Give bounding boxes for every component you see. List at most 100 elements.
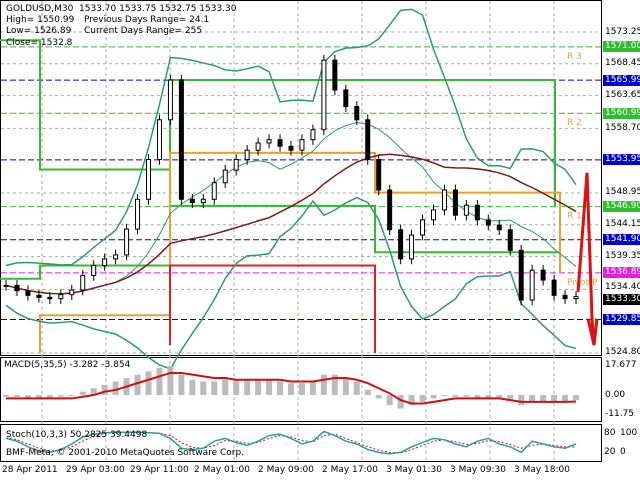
macd-bar bbox=[134, 374, 141, 396]
candle-body bbox=[58, 294, 64, 300]
price-tick: 1568.45 bbox=[605, 58, 640, 69]
macd-bar bbox=[485, 395, 492, 399]
macd-bar bbox=[441, 395, 448, 397]
macd-signal-line bbox=[6, 371, 577, 405]
level-label: 1546.90 bbox=[603, 201, 640, 213]
candle-body bbox=[409, 234, 415, 260]
level-label: 1536.89 bbox=[603, 267, 640, 279]
price-tick: 1544.15 bbox=[605, 219, 640, 230]
macd-bar bbox=[309, 381, 316, 396]
level-label: 1541.90 bbox=[603, 234, 640, 246]
macd-bar bbox=[200, 381, 207, 396]
candle-body bbox=[474, 204, 480, 221]
macd-bar bbox=[408, 395, 415, 406]
stoch-signal-line bbox=[5, 431, 577, 454]
candle-body bbox=[255, 142, 261, 151]
macd-tick: -11.75 bbox=[605, 409, 635, 420]
level-name: R 3 bbox=[567, 52, 582, 62]
macd-bar bbox=[35, 395, 42, 399]
macd-label: MACD(5,35,5) -3.282 -3.854 bbox=[4, 360, 131, 370]
macd-bar bbox=[255, 379, 262, 396]
candle-body bbox=[189, 198, 195, 204]
candle-body bbox=[113, 254, 119, 260]
symbol-ohlc: GOLDUSD,M30 1533.70 1533.75 1532.75 1533… bbox=[6, 4, 237, 15]
bollinger-lower bbox=[5, 196, 577, 370]
macd-bar bbox=[463, 395, 470, 397]
stoch-tick: 0 bbox=[620, 447, 626, 458]
macd-bar bbox=[353, 381, 360, 396]
candle-body bbox=[420, 219, 426, 236]
candle-body bbox=[25, 290, 31, 296]
ohlc-text: 1533.70 1533.75 1532.75 1533.30 bbox=[79, 4, 237, 14]
macd-bar bbox=[562, 395, 569, 402]
candle-body bbox=[167, 79, 173, 121]
macd-bar bbox=[167, 366, 174, 396]
stoch-tick: 20 bbox=[604, 447, 616, 458]
candle-body bbox=[376, 159, 382, 191]
candle-body bbox=[47, 296, 53, 300]
macd-bar bbox=[540, 395, 547, 402]
macd-bar bbox=[90, 388, 97, 396]
price-tick: 1524.80 bbox=[605, 347, 640, 358]
time-tick: 2 May 17:00 bbox=[322, 465, 378, 475]
candle-body bbox=[36, 294, 42, 298]
high-text: High= 1550.99 bbox=[6, 15, 75, 25]
candle-body bbox=[91, 265, 97, 276]
macd-bar bbox=[13, 395, 20, 397]
candle-body bbox=[452, 189, 458, 216]
macd-bar bbox=[419, 395, 426, 402]
close-text: Close= 1532.8 bbox=[6, 38, 73, 48]
candle-body bbox=[288, 145, 294, 151]
macd-bar bbox=[496, 395, 503, 399]
macd-bar bbox=[266, 379, 273, 396]
price-tick: 1573.25 bbox=[605, 26, 640, 37]
candle-body bbox=[441, 189, 447, 211]
candle-body bbox=[299, 139, 305, 151]
macd-bar bbox=[573, 395, 579, 401]
macd-bar bbox=[518, 395, 525, 406]
time-tick: 29 Apr 11:00 bbox=[130, 465, 189, 475]
macd-bar bbox=[551, 395, 558, 402]
time-tick: 2 May 09:00 bbox=[258, 465, 314, 475]
macd-bar bbox=[233, 379, 240, 396]
time-tick: 3 May 01:30 bbox=[386, 465, 442, 475]
candle-body bbox=[398, 229, 404, 260]
candle-body bbox=[540, 269, 546, 281]
macd-bar bbox=[24, 395, 31, 399]
candle-body bbox=[387, 189, 393, 231]
candle-body bbox=[69, 289, 75, 296]
time-tick: 3 May 09:30 bbox=[450, 465, 506, 475]
moving-average bbox=[5, 153, 577, 295]
time-tick: 3 May 18:00 bbox=[514, 465, 570, 475]
candle-body bbox=[124, 228, 130, 256]
level-name: Pivot P bbox=[567, 278, 598, 288]
candle-body bbox=[343, 89, 349, 108]
candle-body bbox=[233, 159, 239, 171]
macd-bar bbox=[57, 395, 64, 397]
price-tick: 1558.70 bbox=[605, 122, 640, 133]
macd-bar bbox=[364, 389, 371, 396]
candle-body bbox=[310, 129, 316, 141]
macd-bar bbox=[320, 374, 327, 396]
candle-body bbox=[551, 279, 557, 296]
candle-body bbox=[178, 79, 184, 200]
macd-bar bbox=[452, 395, 459, 397]
stoch-tick: 100 bbox=[620, 427, 638, 438]
candle-body bbox=[80, 274, 86, 291]
macd-bar bbox=[331, 374, 338, 396]
time-tick: 28 Apr 2011 bbox=[2, 465, 58, 475]
macd-tick: 17.677 bbox=[605, 359, 637, 370]
stoch-tick: 80 bbox=[604, 427, 616, 438]
candle-body bbox=[156, 119, 162, 161]
macd-bar bbox=[529, 395, 536, 402]
price-tick: 1539.35 bbox=[605, 251, 640, 262]
macd-bar bbox=[178, 374, 185, 396]
macd-bar bbox=[3, 395, 9, 397]
stoch-main-line bbox=[5, 430, 577, 455]
candle-body bbox=[244, 149, 250, 161]
low-text: Low= 1526.89 bbox=[6, 26, 72, 36]
candle-body bbox=[365, 119, 371, 161]
cur-range-text: Current Days Range= 255 bbox=[84, 26, 203, 36]
price-tick: 1563.65 bbox=[605, 90, 640, 101]
